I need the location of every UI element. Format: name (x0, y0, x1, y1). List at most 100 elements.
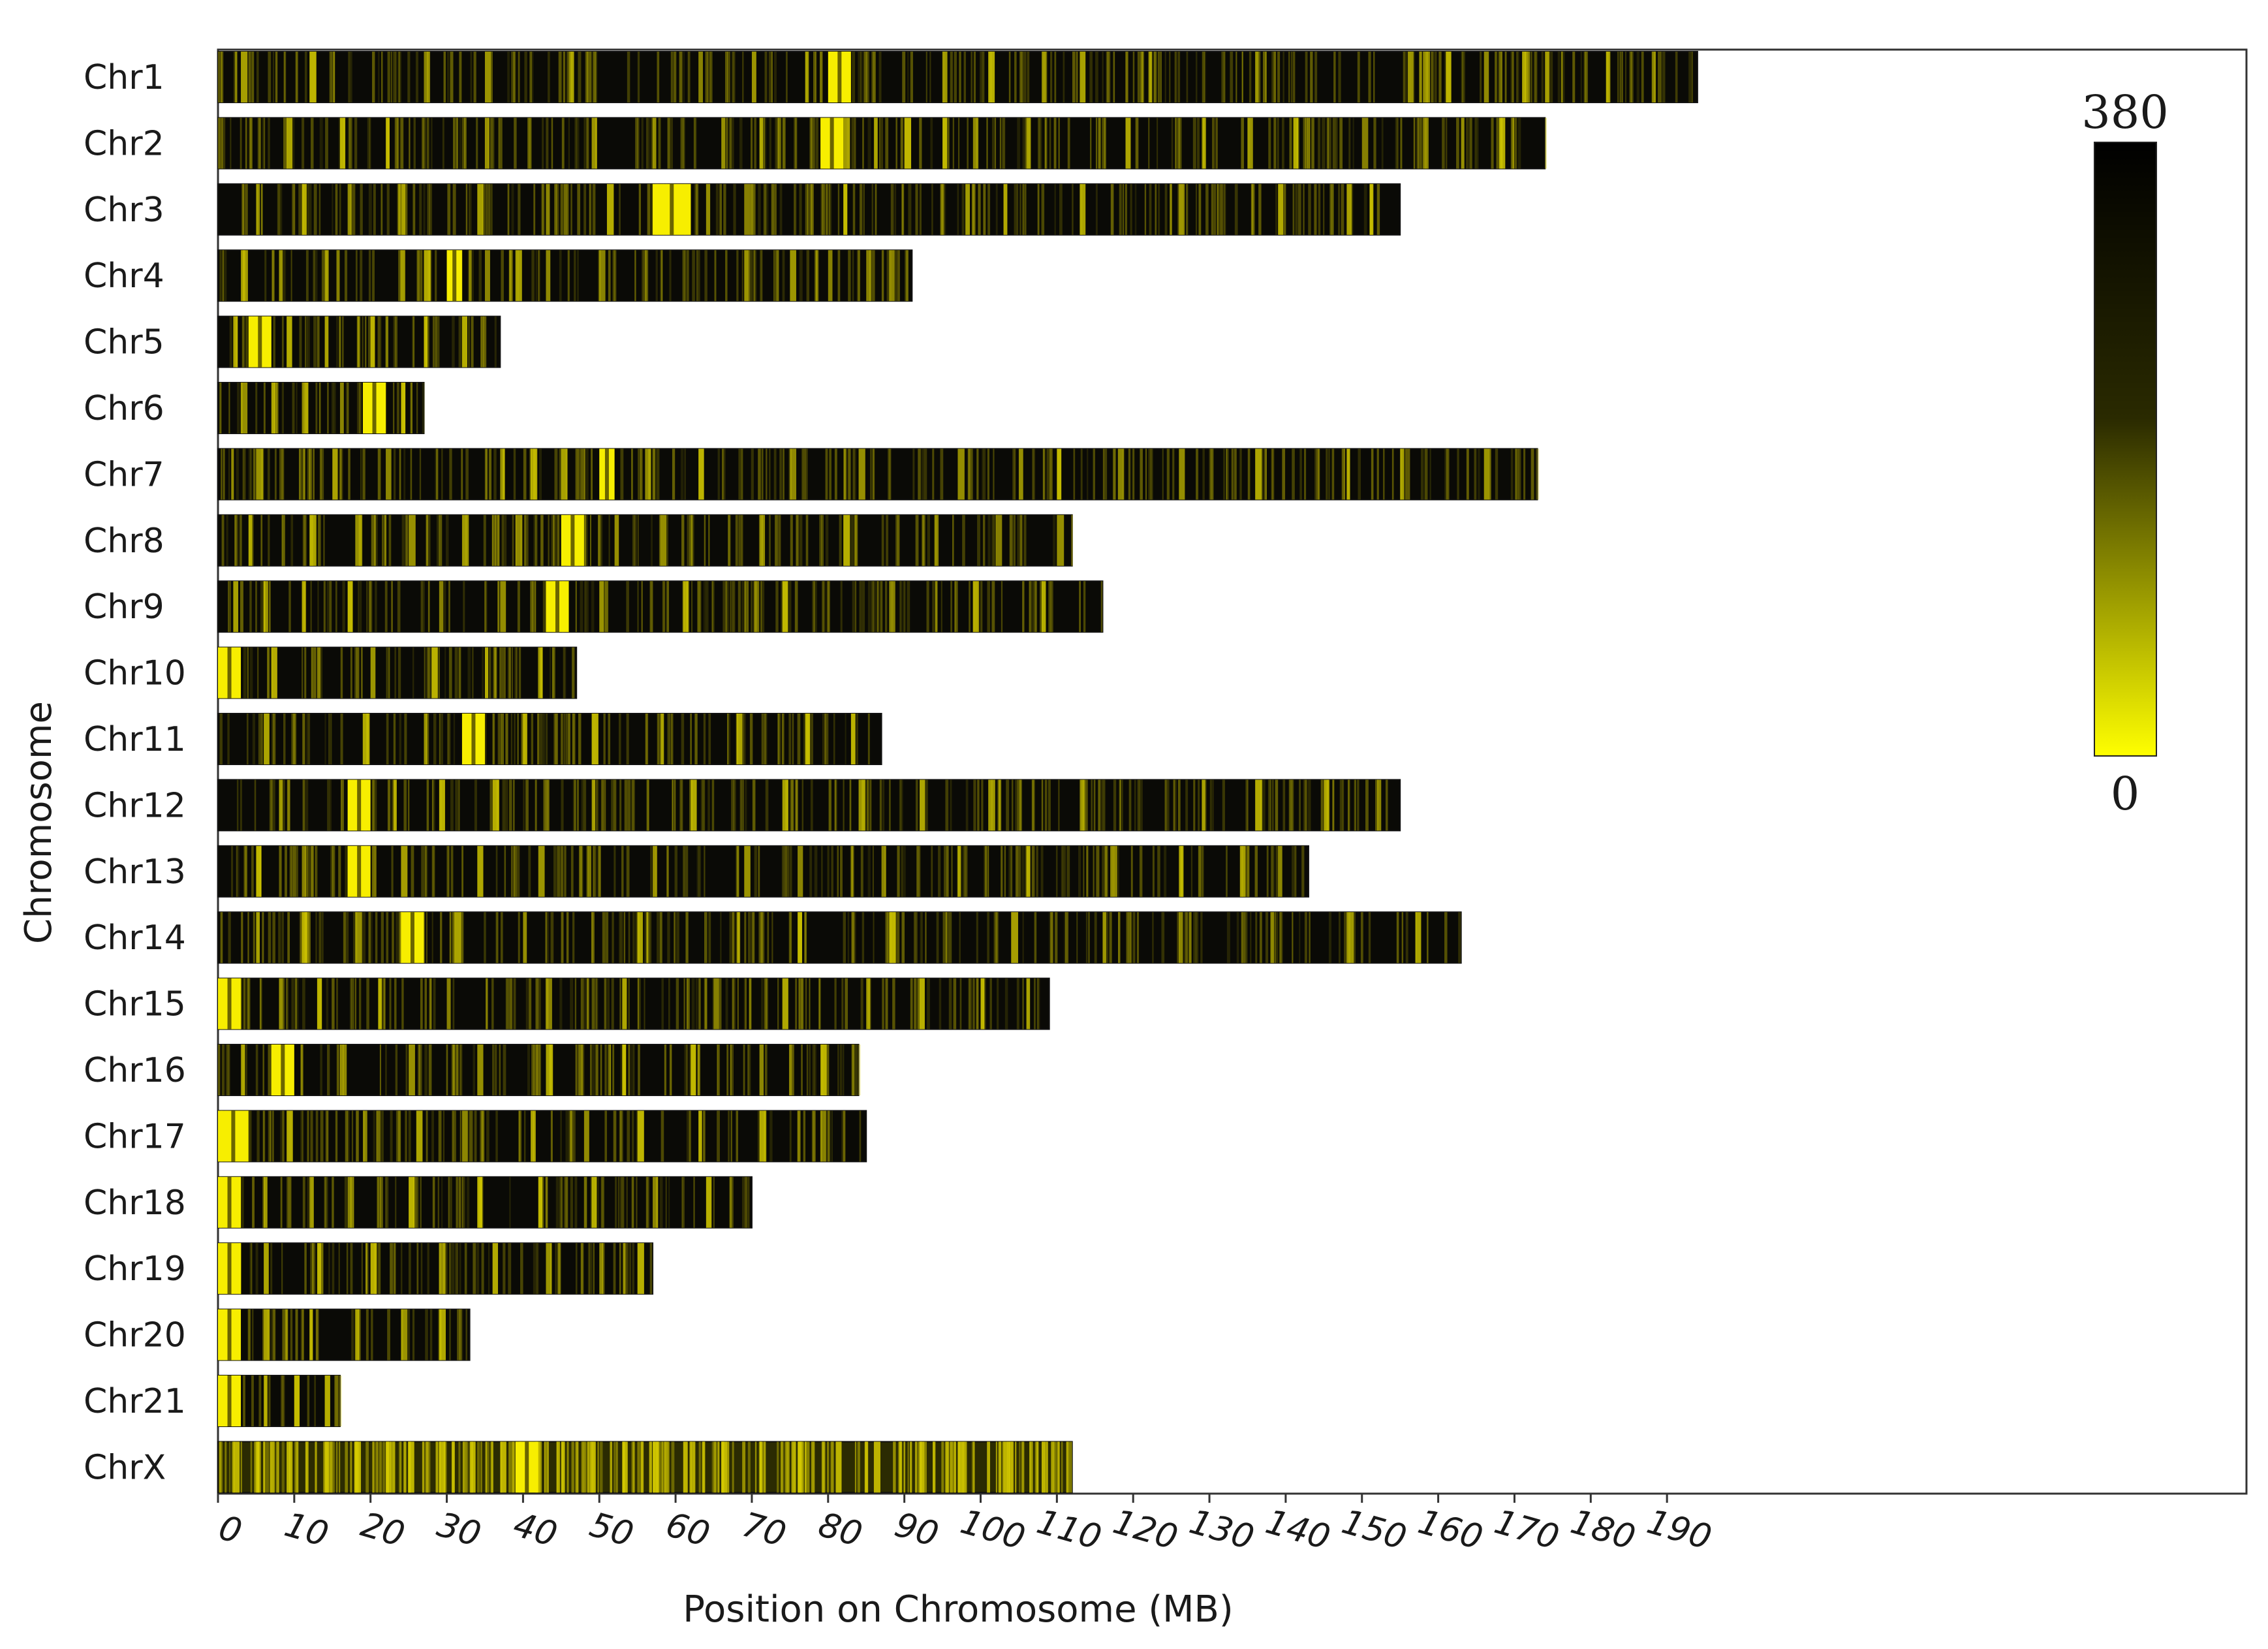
density-streak (386, 183, 390, 235)
density-streak (330, 845, 334, 897)
density-streak (900, 581, 903, 633)
density-streak (860, 845, 863, 897)
density-streak (833, 714, 835, 764)
density-streak (416, 250, 420, 302)
density-streak (1323, 183, 1325, 235)
density-streak (373, 514, 377, 566)
density-streak (1274, 52, 1276, 102)
density-streak (1102, 52, 1104, 102)
density-streak (454, 1110, 456, 1162)
density-streak (940, 581, 942, 633)
density-streak (822, 581, 826, 633)
density-streak (647, 779, 649, 831)
density-streak (1196, 118, 1200, 169)
density-streak (517, 581, 520, 633)
density-streak (1368, 52, 1371, 102)
density-streak (916, 978, 920, 1029)
density-streak (449, 448, 452, 500)
density-streak (931, 183, 933, 235)
chromosome-label-chr1: Chr1 (84, 58, 164, 97)
density-streak (915, 912, 918, 964)
density-streak (484, 52, 491, 102)
density-streak (1226, 448, 1229, 500)
density-streak (647, 183, 651, 235)
density-streak (1017, 118, 1020, 169)
x-tick-label: 130 (1185, 1502, 1258, 1558)
density-streak (957, 845, 961, 897)
density-streak (435, 316, 437, 368)
density-streak (704, 978, 707, 1029)
density-streak (660, 714, 664, 764)
density-streak (448, 581, 450, 633)
density-streak (985, 845, 987, 897)
density-streak (815, 52, 817, 102)
density-streak (344, 250, 348, 302)
density-streak (1304, 448, 1307, 500)
density-streak (1226, 845, 1228, 897)
density-streak (901, 183, 903, 235)
density-streak (453, 714, 456, 764)
density-streak (285, 978, 287, 1029)
density-streak (580, 448, 583, 500)
density-streak (431, 779, 434, 831)
density-streak (1026, 845, 1031, 897)
density-streak (1113, 52, 1115, 102)
density-streak (1148, 448, 1152, 500)
density-streak (523, 912, 527, 964)
density-streak (649, 1441, 652, 1493)
density-streak (686, 978, 689, 1029)
density-streak (614, 1441, 616, 1493)
density-streak (269, 1110, 272, 1162)
density-streak (1259, 912, 1262, 964)
density-streak (362, 448, 365, 500)
density-streak (1014, 448, 1016, 500)
density-streak (982, 448, 984, 500)
density-streak (355, 1441, 362, 1493)
density-streak (338, 845, 341, 897)
density-streak (667, 714, 670, 764)
density-streak (729, 1176, 732, 1228)
density-streak (645, 250, 649, 302)
density-streak (1530, 52, 1532, 102)
density-streak (1034, 978, 1036, 1029)
density-streak (1148, 52, 1153, 102)
density-streak (741, 1176, 745, 1228)
density-streak (1050, 581, 1053, 633)
density-streak (530, 581, 534, 633)
density-streak (870, 448, 872, 500)
density-streak (637, 978, 639, 1029)
density-streak (866, 250, 871, 302)
density-streak (681, 1176, 683, 1228)
density-streak (339, 448, 341, 500)
density-streak (393, 52, 396, 102)
density-streak (578, 52, 582, 102)
chromosome-label-chr20: Chr20 (84, 1316, 186, 1355)
density-streak (586, 845, 589, 897)
density-streak (752, 779, 756, 831)
density-streak (383, 978, 386, 1029)
density-streak (310, 118, 314, 169)
density-streak (1061, 1441, 1063, 1493)
density-streak (705, 581, 709, 633)
density-streak (403, 448, 406, 500)
density-streak (687, 978, 691, 1029)
density-streak (666, 845, 669, 897)
density-streak (583, 448, 586, 500)
density-streak (404, 714, 407, 764)
density-streak (360, 183, 363, 235)
chromosome-row-chr15 (217, 977, 1050, 1030)
density-streak (745, 1176, 749, 1228)
density-streak (886, 514, 889, 566)
density-streak (664, 1044, 667, 1095)
density-streak (783, 118, 786, 169)
density-streak (245, 845, 248, 897)
density-streak (852, 52, 856, 102)
density-streak (376, 1110, 379, 1162)
density-streak (1104, 118, 1106, 169)
density-streak (1536, 448, 1540, 500)
density-streak (897, 250, 900, 302)
density-streak (698, 845, 702, 897)
density-streak (925, 779, 928, 831)
density-streak (553, 845, 557, 897)
density-streak (464, 1243, 467, 1295)
